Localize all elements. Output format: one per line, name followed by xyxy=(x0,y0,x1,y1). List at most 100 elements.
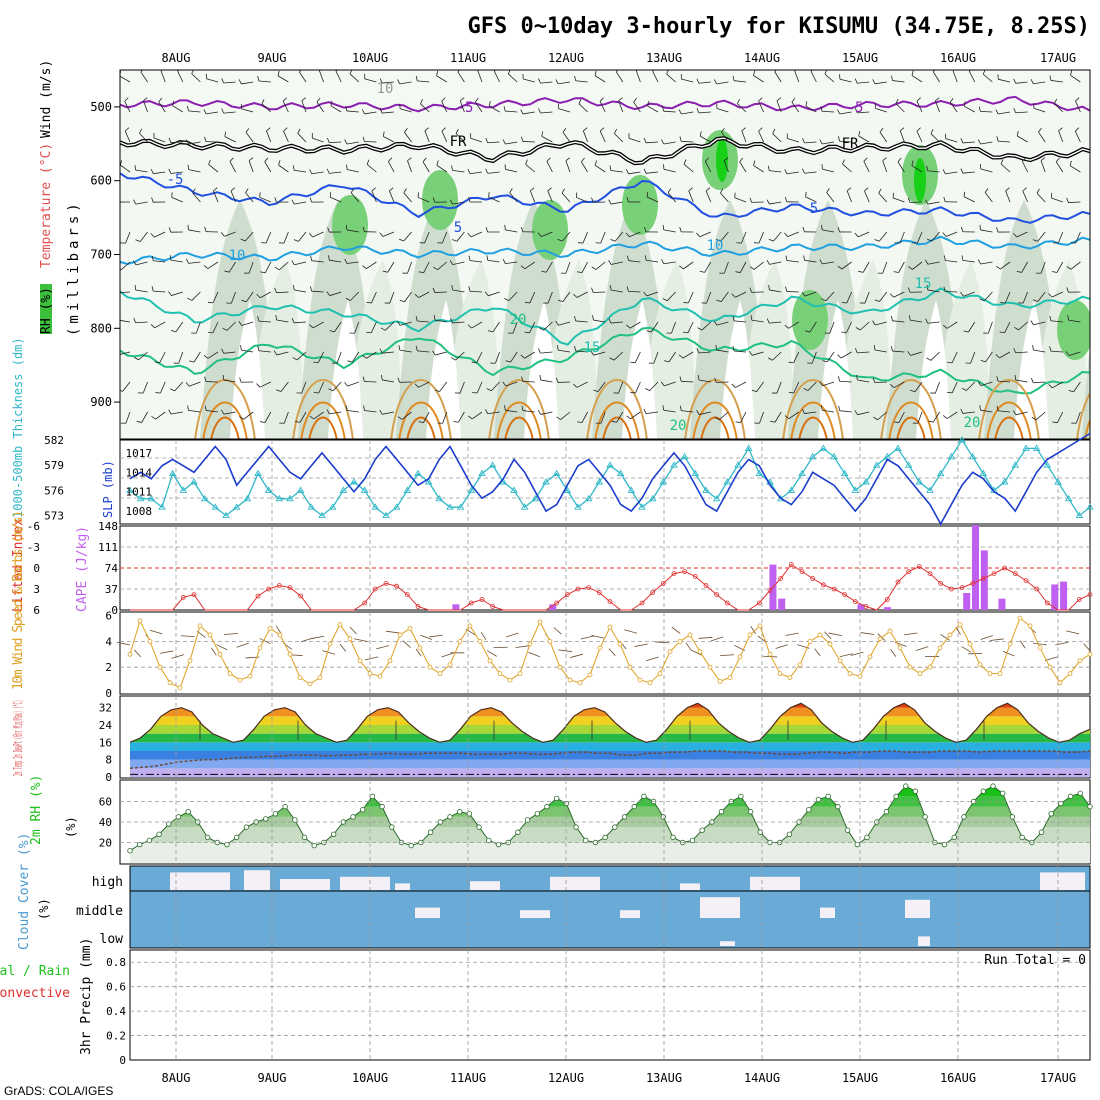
wind-barb-flag xyxy=(1065,351,1070,356)
wind-barb xyxy=(1068,351,1081,356)
rh-point xyxy=(360,807,366,813)
wind-barb-flag xyxy=(748,350,753,356)
wind-barb xyxy=(962,171,975,174)
wind-barb xyxy=(193,351,201,363)
wind-barb-flag xyxy=(874,299,880,302)
wind-barb-flag xyxy=(414,293,419,298)
wind-barb xyxy=(582,231,588,244)
thickness-point xyxy=(403,486,412,493)
wind-barb-flag xyxy=(467,324,472,329)
wind-speed-point xyxy=(1007,641,1013,647)
rh-point xyxy=(311,842,317,849)
wind-barb-flag xyxy=(688,187,693,192)
wind-barb-flag xyxy=(678,109,682,115)
wind-barb-flag xyxy=(414,383,419,388)
wind-barb xyxy=(718,411,729,420)
wind-barb xyxy=(206,410,219,413)
wind-barb xyxy=(932,411,940,423)
wind-barb xyxy=(616,411,624,423)
wind-barb-flag xyxy=(801,408,805,414)
wind-barb-flag xyxy=(660,381,665,387)
wind-barb-flag xyxy=(260,421,266,423)
wind-barb-10m xyxy=(339,643,347,652)
wind-barb-flag xyxy=(882,157,887,162)
wind-barb-10m xyxy=(171,654,185,659)
wind-barb xyxy=(970,351,976,364)
thickness-point xyxy=(275,494,284,502)
wind-barb xyxy=(404,291,412,302)
wind-barb-flag xyxy=(191,70,194,74)
wind-barb-flag xyxy=(1066,197,1069,203)
wind-barb xyxy=(212,291,219,304)
wind-barb xyxy=(735,381,747,388)
wind-barb xyxy=(858,231,870,238)
wind-barb-flag xyxy=(963,191,966,197)
wind-barb xyxy=(399,108,412,113)
wind-speed-point xyxy=(397,632,403,638)
wind-barb xyxy=(804,171,817,174)
wind-barb-flag xyxy=(397,79,401,85)
lifted-index-point xyxy=(991,571,997,576)
wind-barb-flag xyxy=(724,157,729,162)
wind-barb-10m xyxy=(1083,643,1091,652)
rh-point xyxy=(689,837,696,844)
wind10m-label: 10m Wind Speed & Barbs (m/s) xyxy=(11,510,26,690)
wind-barb-flag xyxy=(770,420,776,423)
wind-barb xyxy=(874,81,887,85)
lifted-index-point xyxy=(383,581,389,586)
wind-barb xyxy=(316,101,324,113)
wind-barb-flag xyxy=(379,232,384,237)
chart-title: GFS 0~10day 3-hourly for KISUMU (34.75E,… xyxy=(467,14,1090,39)
wind-speed-point xyxy=(297,675,303,680)
thickness-point xyxy=(339,486,348,493)
wind-barb xyxy=(610,261,623,265)
footer-credit: GrADS: COLA/IGES xyxy=(4,1084,113,1098)
thickness-point xyxy=(1086,503,1094,510)
thickness-tick-label: 576 xyxy=(44,484,64,497)
rh-point xyxy=(883,809,890,815)
wind-barb xyxy=(581,411,588,423)
precip-tick-label: 0.4 xyxy=(106,1005,126,1018)
thickness-point xyxy=(808,452,817,460)
wind-barb-flag xyxy=(170,388,175,392)
wind-barb xyxy=(998,111,1011,115)
wind-barb xyxy=(600,231,606,244)
wind-barb xyxy=(294,201,307,205)
lifted-index-point xyxy=(415,604,421,609)
wind-barb xyxy=(737,103,747,113)
thickness-point xyxy=(1054,478,1062,485)
wind-barb-flag xyxy=(484,291,489,297)
wind-barb-flag xyxy=(1013,232,1017,238)
wind-barb-flag xyxy=(504,224,506,230)
wind-barb-flag xyxy=(520,354,525,359)
rh-point xyxy=(136,841,143,848)
wind-speed-point xyxy=(557,664,563,670)
wind-barb-10m xyxy=(385,630,400,634)
wind-barb xyxy=(294,289,307,293)
rh-point xyxy=(961,814,967,820)
wind-speed-point xyxy=(567,677,573,683)
cape-bar xyxy=(778,598,786,610)
wind-barb-flag xyxy=(488,100,491,107)
rh-unit-label: (%) xyxy=(64,816,78,838)
wind-barb xyxy=(716,349,729,353)
rh-point xyxy=(941,841,948,848)
wind-barb-flag xyxy=(245,128,250,133)
wind-barb-flag xyxy=(574,345,577,352)
wind-barb xyxy=(593,319,606,323)
cape-bar xyxy=(1051,584,1059,610)
wind-barb xyxy=(417,320,430,323)
wind-barb-10m xyxy=(223,633,238,635)
rh-point xyxy=(1067,793,1074,800)
cape-label: CAPE (J/kg) xyxy=(75,526,90,612)
wind-barb-10m xyxy=(591,634,605,639)
rh-point xyxy=(631,803,637,810)
wind-barb-flag xyxy=(562,127,567,133)
wind-barb xyxy=(739,261,747,273)
wind-barb-flag xyxy=(732,346,735,352)
thickness-point xyxy=(1032,444,1041,451)
wind-barb xyxy=(491,381,500,392)
wind-barb-flag xyxy=(344,139,348,145)
wind-barb xyxy=(964,105,975,113)
cloud-high-cell xyxy=(680,883,700,890)
